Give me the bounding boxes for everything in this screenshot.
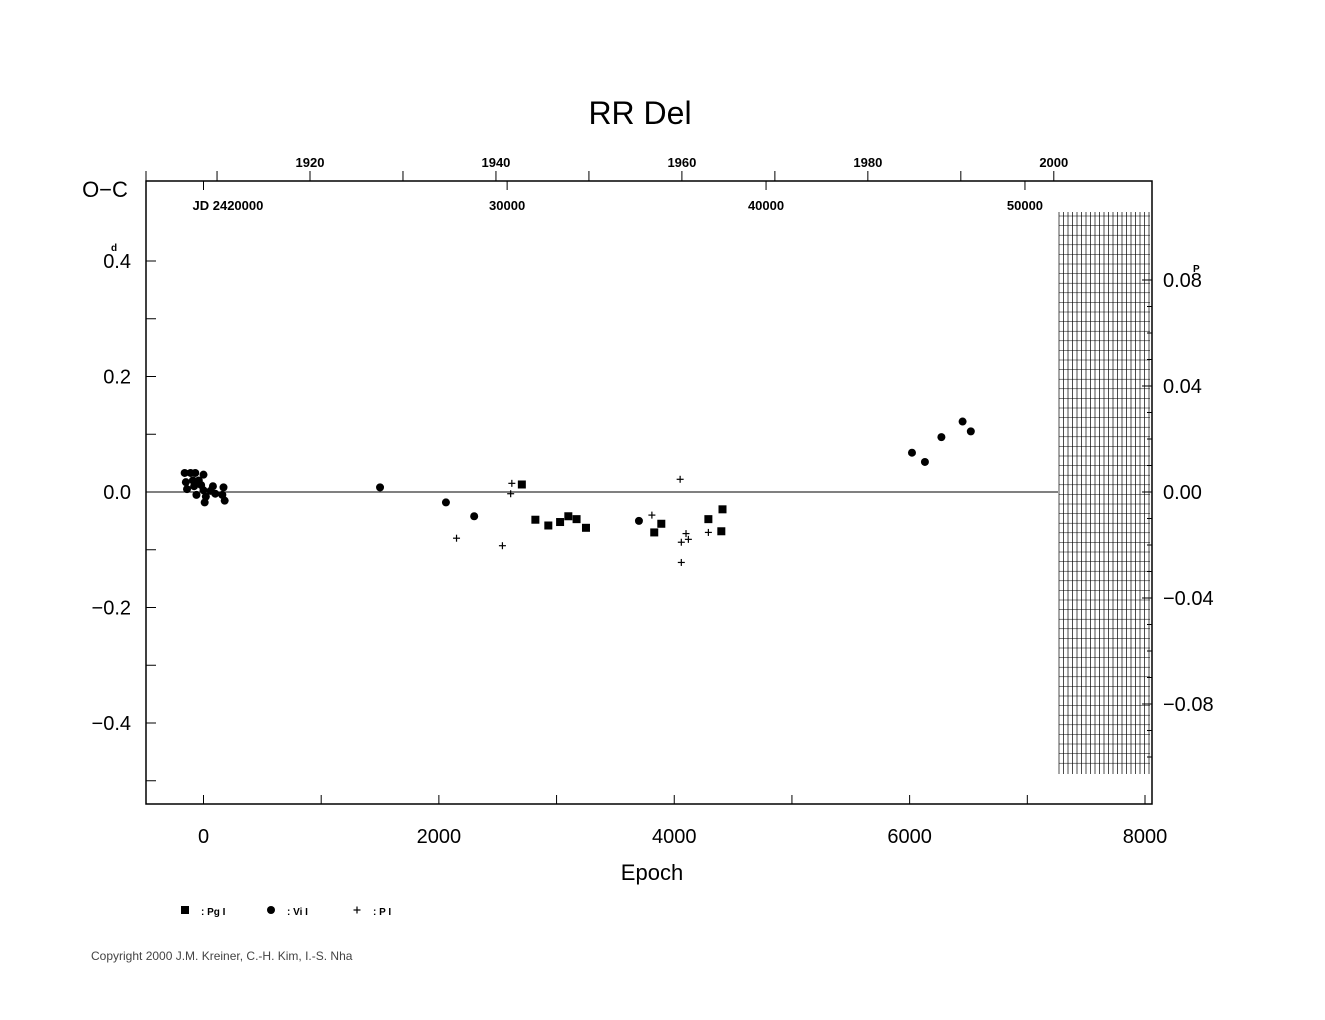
point-circle bbox=[201, 492, 210, 501]
legend: : Pg I : Vi I : P I bbox=[181, 906, 391, 918]
y-axis-right: 0.08 0.04 0.00 −0.04 −0.08 bbox=[1142, 270, 1214, 758]
y-tick-label: 0.0 bbox=[103, 482, 131, 504]
legend-label: : P I bbox=[373, 907, 391, 918]
x-tick-label: 4000 bbox=[652, 826, 697, 848]
point-circle bbox=[180, 468, 189, 477]
point-circle bbox=[190, 482, 199, 491]
point-plus bbox=[498, 542, 506, 550]
x-axis: 0 2000 4000 6000 8000 bbox=[198, 795, 1167, 848]
point-plus bbox=[453, 534, 461, 542]
y-tick-label: −0.2 bbox=[92, 598, 131, 620]
point-plus bbox=[677, 558, 685, 566]
chart-title: RR Del bbox=[588, 95, 691, 131]
point-circle bbox=[208, 482, 217, 491]
legend-marker-circle bbox=[267, 906, 275, 914]
point-square bbox=[718, 505, 727, 514]
jd-tick-label: JD 2420000 bbox=[193, 198, 264, 213]
point-plus bbox=[677, 538, 685, 546]
jd-tick-label: 40000 bbox=[748, 198, 784, 213]
point-square bbox=[564, 512, 573, 521]
year-tick-label: 1940 bbox=[481, 155, 510, 170]
y-axis-label: O−C bbox=[82, 177, 128, 202]
point-plus bbox=[684, 535, 692, 543]
point-circle bbox=[199, 486, 208, 495]
point-square bbox=[581, 523, 590, 532]
jd-axis: JD 2420000 30000 40000 50000 bbox=[193, 181, 1043, 213]
point-plus bbox=[682, 530, 690, 538]
year-tick-label: 1980 bbox=[853, 155, 882, 170]
y2-tick-label: −0.08 bbox=[1163, 694, 1214, 716]
data-points bbox=[180, 417, 975, 566]
point-circle bbox=[211, 489, 220, 498]
point-square bbox=[531, 515, 540, 524]
point-circle bbox=[192, 490, 201, 499]
point-circle bbox=[958, 417, 967, 426]
y-unit-left: d bbox=[111, 243, 117, 254]
point-circle bbox=[634, 516, 643, 525]
point-circle bbox=[220, 496, 229, 505]
legend-marker-plus bbox=[353, 906, 361, 914]
point-circle bbox=[441, 498, 450, 507]
legend-label: : Pg I bbox=[201, 907, 226, 918]
point-circle bbox=[937, 433, 946, 442]
point-circle bbox=[199, 470, 208, 479]
y2-tick-label: 0.00 bbox=[1163, 482, 1202, 504]
y-tick-label: 0.2 bbox=[103, 367, 131, 389]
point-plus bbox=[704, 528, 712, 536]
point-square bbox=[657, 519, 666, 528]
y2-tick-label: 0.04 bbox=[1163, 376, 1202, 398]
point-circle bbox=[376, 483, 385, 492]
point-plus bbox=[508, 479, 516, 487]
jd-tick-label: 30000 bbox=[489, 198, 525, 213]
legend-marker-square bbox=[181, 906, 189, 914]
x-tick-label: 2000 bbox=[417, 826, 462, 848]
year-tick-label: 1920 bbox=[296, 155, 325, 170]
point-plus bbox=[676, 475, 684, 483]
point-circle bbox=[191, 468, 200, 477]
point-square bbox=[544, 521, 553, 530]
y2-tick-label: −0.04 bbox=[1163, 588, 1214, 610]
point-square bbox=[650, 528, 659, 537]
x-tick-label: 6000 bbox=[887, 826, 932, 848]
year-tick-label: 1960 bbox=[667, 155, 696, 170]
point-square bbox=[556, 518, 565, 527]
point-plus bbox=[507, 490, 515, 498]
y-tick-label: 0.4 bbox=[103, 251, 131, 273]
point-plus bbox=[648, 511, 656, 519]
x-tick-label: 8000 bbox=[1123, 826, 1168, 848]
hatched-band bbox=[1058, 212, 1150, 774]
y-unit-right: P bbox=[1193, 264, 1200, 275]
point-circle bbox=[183, 485, 192, 494]
point-square bbox=[717, 527, 726, 536]
y-tick-label: −0.4 bbox=[92, 713, 131, 735]
point-circle bbox=[470, 512, 479, 521]
point-square bbox=[572, 515, 581, 524]
point-circle bbox=[966, 427, 975, 436]
jd-tick-label: 50000 bbox=[1007, 198, 1043, 213]
x-tick-label: 0 bbox=[198, 826, 209, 848]
year-axis: 1920 1940 1960 1980 2000 bbox=[145, 155, 1068, 181]
point-square bbox=[517, 480, 526, 489]
x-axis-label: Epoch bbox=[621, 860, 683, 885]
point-circle bbox=[181, 478, 190, 487]
point-circle bbox=[219, 483, 228, 492]
point-circle bbox=[920, 457, 929, 466]
y-axis-left: 0.4 0.2 0.0 −0.2 −0.4 bbox=[92, 251, 156, 782]
point-circle bbox=[907, 448, 916, 457]
point-square bbox=[704, 515, 713, 524]
copyright-text: Copyright 2000 J.M. Kreiner, C.-H. Kim, … bbox=[91, 949, 353, 963]
year-tick-label: 2000 bbox=[1039, 155, 1068, 170]
y2-tick-label: 0.08 bbox=[1163, 270, 1202, 292]
legend-label: : Vi I bbox=[287, 907, 308, 918]
